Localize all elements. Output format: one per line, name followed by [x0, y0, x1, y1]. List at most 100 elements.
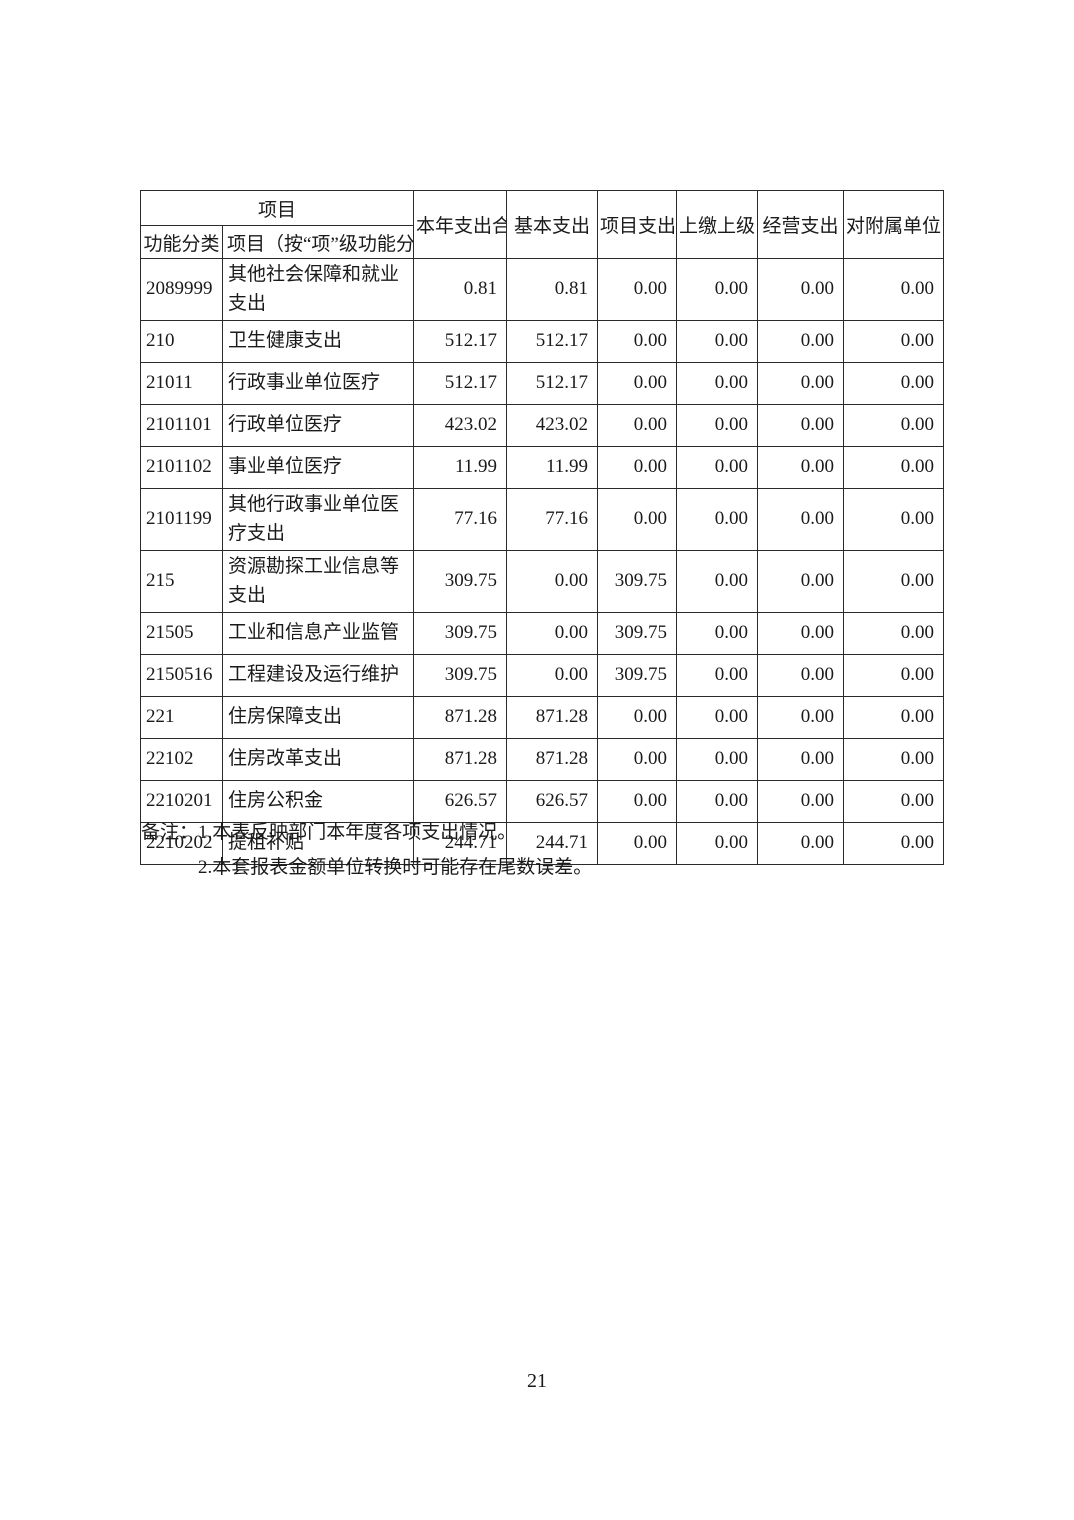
row-value: 0.00: [676, 446, 759, 489]
row-value: 871.28: [506, 738, 599, 781]
row-value: 0.00: [757, 446, 845, 489]
footnotes: 备注：1.本表反映部门本年度各项支出情况。 2.本套报表金额单位转换时可能存在尾…: [141, 820, 592, 881]
row-value: 309.75: [413, 654, 508, 697]
header-affiliated-units: 对附属单位: [843, 190, 945, 259]
header-project-expenditure: 项目支出: [597, 190, 678, 259]
row-value: 0.00: [757, 822, 845, 865]
row-name: 卫生健康支出: [221, 320, 415, 363]
row-value: 0.00: [597, 488, 678, 551]
header-total-expenditure: 本年支出合: [413, 190, 508, 259]
row-value: 244.71: [506, 822, 599, 865]
row-value: 0.00: [757, 738, 845, 781]
row-value: 626.57: [506, 780, 599, 823]
row-value: 309.75: [597, 654, 678, 697]
table-row: 2210202 提租补贴 244.71 244.71 0.00 0.00 0.00 0.00: [140, 822, 945, 865]
row-value: 309.75: [597, 612, 678, 655]
row-value: 0.00: [843, 362, 945, 405]
row-value: 512.17: [413, 320, 508, 363]
footnote-line-1: 备注：1.本表反映部门本年度各项支出情况。: [141, 820, 592, 846]
row-code: 2210201: [140, 780, 223, 823]
row-value: 0.00: [676, 696, 759, 739]
row-code: 2150516: [140, 654, 223, 697]
row-value: 0.00: [843, 822, 945, 865]
row-value: 0.00: [843, 696, 945, 739]
row-name: 住房改革支出: [221, 738, 415, 781]
row-value: 423.02: [413, 404, 508, 447]
row-name: 提租补贴: [221, 822, 415, 865]
row-value: 423.02: [506, 404, 599, 447]
row-value: 0.00: [843, 550, 945, 613]
table-row: 21011 行政事业单位医疗 512.17 512.17 0.00 0.00 0.00 0.0…: [140, 362, 945, 405]
row-value: 0.00: [843, 404, 945, 447]
footnote-text-2: 2.本套报表金额单位转换时可能存在尾数误差。: [198, 857, 593, 878]
row-value: 0.00: [757, 780, 845, 823]
table-header: 项目 本年支出合 基本支出 项目支出 上缴上级 经营支出 对附属单位 功能分类 …: [139, 190, 945, 259]
row-value: 0.00: [843, 488, 945, 551]
footnote-line-2: 2.本套报表金额单位转换时可能存在尾数误差。: [141, 855, 592, 881]
row-code: 221: [140, 696, 223, 739]
row-value: 0.00: [757, 404, 845, 447]
row-code: 22102: [140, 738, 223, 781]
row-name: 工业和信息产业监管: [221, 612, 415, 655]
row-value: 0.00: [676, 780, 759, 823]
table-row: 210 卫生健康支出 512.17 512.17 0.00 0.00 0.00 0.00: [140, 320, 945, 363]
row-value: 0.00: [676, 822, 759, 865]
row-value: 0.00: [843, 654, 945, 697]
row-value: 0.00: [843, 738, 945, 781]
row-code: 2101199: [140, 488, 223, 551]
row-value: 309.75: [597, 550, 678, 613]
table-row: 2210201 住房公积金 626.57 626.57 0.00 0.00 0.00 0.00: [140, 780, 945, 823]
footnote-label: 备注：: [141, 822, 199, 843]
row-value: 0.00: [676, 738, 759, 781]
row-value: 0.00: [676, 404, 759, 447]
row-value: 0.00: [597, 320, 678, 363]
row-value: 0.00: [676, 550, 759, 613]
row-name: 其他行政事业单位医疗支出: [221, 488, 415, 551]
row-value: 0.00: [676, 612, 759, 655]
row-code: 2101101: [140, 404, 223, 447]
row-value: 0.00: [757, 550, 845, 613]
row-code: 2101102: [140, 446, 223, 489]
row-value: 11.99: [413, 446, 508, 489]
table-row: 2150516 工程建设及运行维护 309.75 0.00 309.75 0.00 0.00…: [140, 654, 945, 697]
row-value: 871.28: [413, 696, 508, 739]
table-row: 2089999 其他社会保障和就业支出 0.81 0.81 0.00 0.00 0.00 0.…: [140, 258, 945, 321]
row-value: 0.00: [506, 550, 599, 613]
row-value: 0.00: [597, 446, 678, 489]
row-value: 309.75: [413, 550, 508, 613]
row-value: 0.81: [413, 258, 508, 321]
row-value: 0.00: [843, 258, 945, 321]
row-name: 资源勘探工业信息等支出: [221, 550, 415, 613]
row-value: 0.00: [757, 320, 845, 363]
row-value: 0.00: [676, 488, 759, 551]
row-value: 626.57: [413, 780, 508, 823]
table-body: 2089999 其他社会保障和就业支出 0.81 0.81 0.00 0.00 0.00 0.…: [140, 258, 945, 865]
row-code: 2089999: [140, 258, 223, 321]
row-value: 309.75: [413, 612, 508, 655]
row-value: 0.00: [676, 654, 759, 697]
table-row: 22102 住房改革支出 871.28 871.28 0.00 0.00 0.00 0.00: [140, 738, 945, 781]
row-name: 事业单位医疗: [221, 446, 415, 489]
header-item-by-level: 项目（按“项”级功能分类: [221, 225, 415, 259]
row-code: 210: [140, 320, 223, 363]
row-value: 0.00: [597, 258, 678, 321]
table-row: 2101101 行政单位医疗 423.02 423.02 0.00 0.00 0.00 0.0…: [140, 404, 945, 447]
row-value: 0.00: [597, 780, 678, 823]
row-value: 0.00: [843, 446, 945, 489]
row-code: 2210202: [140, 822, 223, 865]
row-value: 0.00: [506, 654, 599, 697]
row-value: 0.81: [506, 258, 599, 321]
row-value: 0.00: [597, 696, 678, 739]
row-value: 0.00: [597, 822, 678, 865]
table-row: 215 资源勘探工业信息等支出 309.75 0.00 309.75 0.00 0.00 0.…: [140, 550, 945, 613]
row-name: 行政单位医疗: [221, 404, 415, 447]
row-value: 512.17: [413, 362, 508, 405]
row-value: 0.00: [676, 258, 759, 321]
header-project-group: 项目: [139, 190, 415, 226]
page-number: 21: [527, 1370, 547, 1392]
row-value: 0.00: [757, 258, 845, 321]
row-value: 0.00: [757, 362, 845, 405]
expenditure-table: 项目 本年支出合 基本支出 项目支出 上缴上级 经营支出 对附属单位 功能分类 …: [139, 190, 945, 865]
row-value: 0.00: [676, 320, 759, 363]
row-value: 871.28: [506, 696, 599, 739]
